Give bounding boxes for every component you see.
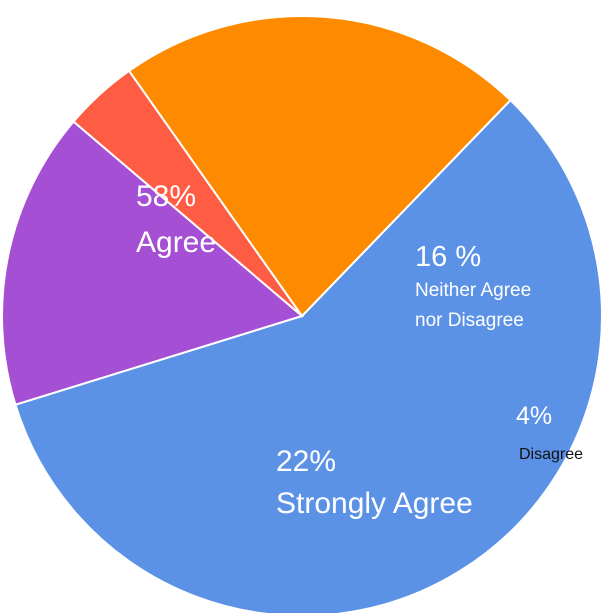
pie-category-label-agree: Agree xyxy=(136,226,216,259)
pie-slices xyxy=(1,15,603,613)
pie-percent-label-disagree: 4% xyxy=(516,402,552,430)
pie-category-label-strongly-agree: Strongly Agree xyxy=(276,487,473,520)
pie-percent-label-agree: 58% xyxy=(136,180,196,213)
pie-percent-label-neither-agree-nor-disagree: 16 % xyxy=(415,241,481,273)
pie-slice-neither-agree-nor-disagree xyxy=(1,120,305,406)
pie-slice-agree xyxy=(14,98,603,613)
pie-slice-strongly-agree xyxy=(127,15,512,318)
pie-category-label-disagree: Disagree xyxy=(519,446,583,463)
pie-percent-label-strongly-agree: 22% xyxy=(276,445,336,478)
pie-labels: 58% Agree 16 % Neither Agree nor Disagree 4% D… xyxy=(136,180,583,520)
pie-category-label-neither-agree-nor-disagree-line-1: Neither Agree xyxy=(415,280,531,301)
pie-category-label-neither-agree-nor-disagree-line-2: nor Disagree xyxy=(415,310,524,331)
